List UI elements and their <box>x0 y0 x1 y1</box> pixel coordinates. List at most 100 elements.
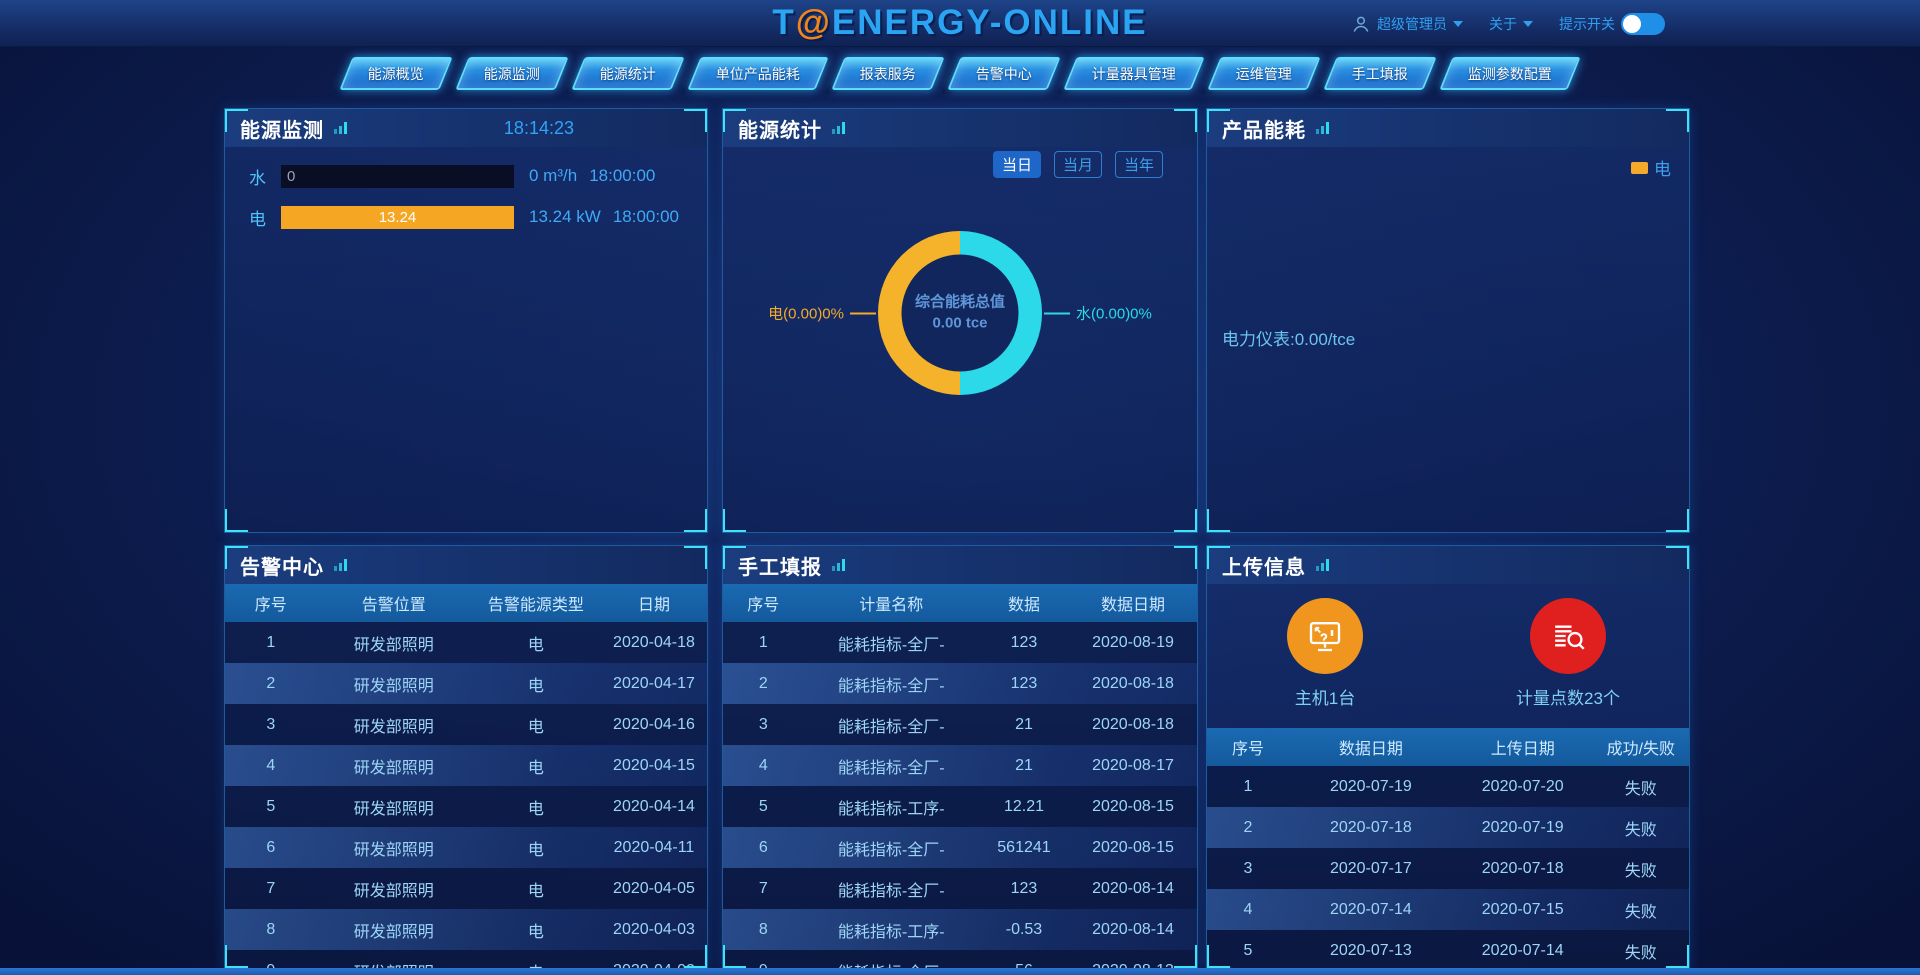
chevron-down-icon <box>1523 20 1533 27</box>
water-bar: 0 <box>281 164 514 188</box>
water-bar-value: 0 <box>287 167 296 185</box>
tip-toggle[interactable] <box>1621 12 1665 35</box>
corner-bracket <box>225 109 248 132</box>
table-cell: 2020-04-17 <box>613 674 695 692</box>
column-header: 序号 <box>747 597 780 614</box>
column-header: 数据日期 <box>1338 741 1403 758</box>
column-header: 告警位置 <box>361 597 426 614</box>
table-cell: 4 <box>1243 900 1253 918</box>
table-cell: 3 <box>1243 859 1253 877</box>
leader-line <box>850 312 876 314</box>
tab-month[interactable]: 当月 <box>1053 151 1102 178</box>
table-row: 9研发部照明电2020-04-02 <box>225 950 707 969</box>
panel-header: 告警中心 <box>225 546 707 584</box>
table-cell: 561241 <box>997 838 1051 856</box>
table-row: 6 研发部照明 电 2020-04-11 <box>225 827 707 868</box>
manual-fill-table: 序号 计量名称 数据 数据日期 1 能耗指标-全厂- 123 2020-08-19 2 能耗指标-… <box>723 584 1197 968</box>
table-cell: 2020-08-17 <box>1092 756 1174 774</box>
nav-button-3[interactable]: 能源统计 <box>571 57 685 90</box>
table-cell: 5 <box>1243 941 1253 959</box>
nav-button-10[interactable]: 监测参数配置 <box>1439 57 1581 90</box>
nav-button-8[interactable]: 运维管理 <box>1207 57 1321 90</box>
panel-header: 能源监测 18:14:23 <box>225 109 707 147</box>
table-cell: 8 <box>266 920 276 938</box>
nav-button-label: 计量器具管理 <box>1092 65 1176 82</box>
nav-button-4[interactable]: 单位产品能耗 <box>687 57 829 90</box>
period-tabs: 当日 当月 当年 <box>992 151 1163 178</box>
panel-alarm-center: 告警中心 序号 告警位置 告警能源类型 日期 1 研发部照明电 2020-04-18 2 研发部… <box>224 545 708 969</box>
table-cell: 5 <box>758 797 768 815</box>
table-cell: 2020-07-19 <box>1329 777 1412 795</box>
table-cell: 2020-04-11 <box>613 838 695 856</box>
donut-label-water: 水(0.00)0% <box>1044 303 1152 324</box>
table-cell: 3 <box>266 715 276 733</box>
table-cell: 4 <box>266 756 276 774</box>
corner-bracket <box>225 509 248 532</box>
signal-bars-icon <box>334 559 347 571</box>
panel-title: 产品能耗 <box>1222 119 1306 142</box>
column-header: 成功/失败 <box>1606 741 1676 758</box>
table-cell: 2 <box>1243 818 1253 836</box>
nav-button-9[interactable]: 手工填报 <box>1323 57 1437 90</box>
logo-t: T <box>772 3 796 42</box>
nav-button-label: 告警中心 <box>976 65 1032 82</box>
table-cell: 21 <box>1015 756 1033 774</box>
corner-bracket <box>225 945 248 968</box>
table-cell: 电 <box>527 636 544 654</box>
user-menu[interactable]: 超级管理员 <box>1351 14 1463 34</box>
table-cell: 失败 <box>1624 821 1657 839</box>
nav-button-1[interactable]: 能源概览 <box>339 57 453 90</box>
water-label: 水 <box>249 168 266 188</box>
panel-product-energy: 产品能耗 电 电力仪表:0.00/tce <box>1206 108 1690 533</box>
table-row: 2 研发部照明 电 2020-04-17 <box>225 663 707 704</box>
corner-bracket <box>684 109 707 132</box>
table-cell: 2020-04-14 <box>613 797 695 815</box>
electric-reading: 13.24 kW 18:00:00 <box>529 207 679 226</box>
table-cell: 电 <box>527 800 544 818</box>
panel-manual-fill: 手工填报 序号 计量名称 数据 数据日期 1 能耗指标-全厂- 123 2020-08-19 2… <box>722 545 1198 969</box>
chart-legend[interactable]: 电 <box>1631 155 1671 180</box>
meter-search-icon <box>1530 598 1606 674</box>
column-header: 上传日期 <box>1490 741 1555 758</box>
table-cell: 电 <box>527 841 544 859</box>
about-menu[interactable]: 关于 <box>1489 14 1533 34</box>
donut-center-value: 0.00 tce <box>932 314 988 331</box>
table-row: 7 能耗指标-全厂- 123 2020-08-14 <box>723 868 1197 909</box>
tab-today[interactable]: 当日 <box>992 151 1041 178</box>
nav-button-7[interactable]: 计量器具管理 <box>1063 57 1205 90</box>
table-cell: 电 <box>527 923 544 941</box>
table-cell: 12.21 <box>1003 797 1044 815</box>
tab-year[interactable]: 当年 <box>1114 151 1163 178</box>
nav-button-label: 报表服务 <box>860 65 916 82</box>
toggle-knob <box>1623 14 1641 33</box>
corner-bracket <box>723 109 746 132</box>
table-cell: 2020-07-14 <box>1481 941 1564 959</box>
table-cell: 2020-07-19 <box>1481 818 1564 836</box>
panel-title: 能源监测 <box>240 119 324 142</box>
panel-header: 上传信息 <box>1207 546 1689 584</box>
table-cell: 能耗指标-全厂- <box>837 841 945 859</box>
table-cell: 6 <box>266 838 276 856</box>
user-icon <box>1353 16 1369 32</box>
table-cell: 能耗指标-全厂- <box>837 718 945 736</box>
table-cell: 2020-08-15 <box>1092 797 1174 815</box>
table-row: 3 研发部照明 电 2020-04-16 <box>225 704 707 745</box>
table-cell: 2020-08-19 <box>1092 633 1174 651</box>
table-cell: 7 <box>758 879 768 897</box>
table-cell: 2020-08-14 <box>1092 920 1174 938</box>
table-cell: 研发部照明 <box>317 950 471 969</box>
nav-button-6[interactable]: 告警中心 <box>947 57 1061 90</box>
table-cell: 1 <box>266 633 276 651</box>
table-header-row: 序号 数据日期 上传日期 成功/失败 <box>1207 728 1689 766</box>
table-cell: 2 <box>758 674 768 692</box>
table-row: 1 能耗指标-全厂- 123 2020-08-19 <box>723 622 1197 663</box>
column-header: 日期 <box>637 597 670 614</box>
table-cell: 6 <box>758 838 768 856</box>
nav-button-2[interactable]: 能源监测 <box>455 57 569 90</box>
corner-bracket <box>723 945 746 968</box>
table-cell: 1 <box>758 633 768 651</box>
table-cell: 研发部照明 <box>353 800 434 818</box>
table-cell: 2020-07-20 <box>1481 777 1564 795</box>
nav-button-5[interactable]: 报表服务 <box>831 57 945 90</box>
panel-energy-stats: 能源统计 当日 当月 当年 综合能耗总值 0.00 tce 电(0.00)0% … <box>722 108 1198 533</box>
